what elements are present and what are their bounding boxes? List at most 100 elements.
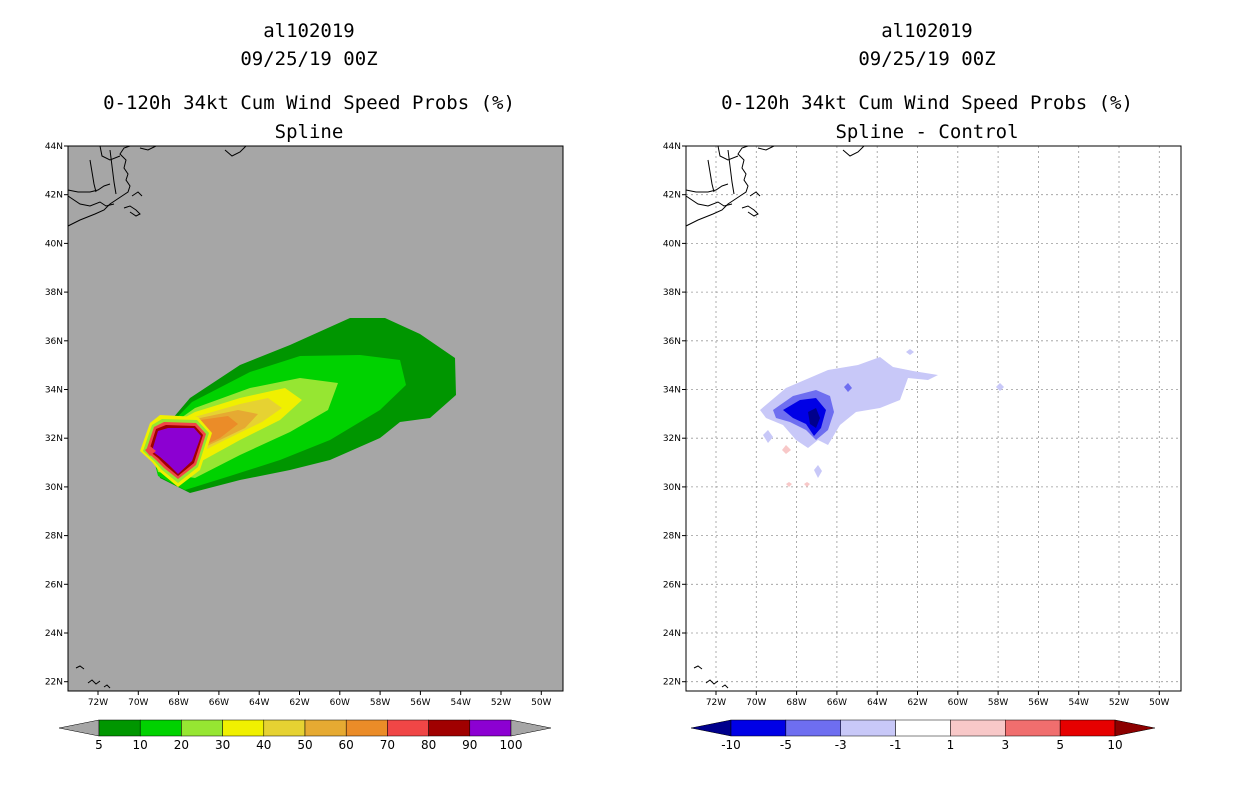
lon-tick-label: 58W — [370, 698, 390, 708]
lon-tick-label: 66W — [827, 698, 847, 708]
colorbar-swatch — [950, 719, 1006, 737]
left-panel: al102019 09/25/19 00Z 0-120h 34kt Cum Wi… — [45, 20, 564, 752]
lat-tick-label: 40N — [45, 239, 63, 249]
colorbar-swatch — [263, 719, 306, 737]
diff-patch-north — [906, 349, 914, 355]
colorbar-high-arrow — [510, 719, 552, 737]
lat-tick-label: 26N — [45, 580, 63, 590]
colorbar-label: -5 — [780, 738, 792, 752]
lat-tick-label: 22N — [663, 678, 681, 688]
lat-tick-label: 22N — [45, 678, 63, 688]
lat-tick-label: 24N — [663, 629, 681, 639]
left-variant-title: Spline — [274, 121, 344, 143]
colorbar-low-arrow — [690, 719, 732, 737]
lon-tick-label: 72W — [706, 698, 726, 708]
lat-tick-label: 42N — [45, 191, 63, 201]
coastline-segment — [103, 684, 111, 689]
right-map-frame — [685, 145, 1182, 692]
colorbar-swatch — [1005, 719, 1061, 737]
lat-tick-label: 24N — [45, 629, 63, 639]
diff-band-below-minus10 — [808, 408, 820, 428]
lon-tick-label: 70W — [128, 698, 148, 708]
lon-tick-label: 72W — [88, 698, 108, 708]
colorbar-label: -3 — [835, 738, 847, 752]
right-coastlines — [685, 145, 865, 689]
colorbar-swatch — [345, 719, 388, 737]
left-map-svg: 44N 42N 40N 38N 36N 34N 32N 30N 28N 26N 24N 22N 72W 7… — [45, 142, 564, 752]
lat-tick-label: 44N — [663, 142, 681, 152]
lat-tick-label: 34N — [45, 386, 63, 396]
right-gridlines — [686, 146, 1181, 691]
colorbar-label: 30 — [215, 738, 230, 752]
colorbar-label: 5 — [95, 738, 103, 752]
colorbar-swatch — [785, 719, 841, 737]
lat-tick-label: 32N — [663, 434, 681, 444]
lon-tick-label: 62W — [907, 698, 927, 708]
diff-patch-west — [763, 430, 773, 443]
colorbar-swatch — [730, 719, 787, 737]
coastline-segment — [727, 149, 735, 195]
colorbar-swatch — [181, 719, 223, 737]
colorbar-label: 20 — [174, 738, 189, 752]
lat-tick-label: 36N — [45, 337, 63, 347]
colorbar-label: 60 — [339, 738, 354, 752]
diff-patch-south — [814, 465, 822, 478]
coastline-segment — [707, 159, 715, 193]
right-difference-field — [760, 349, 1004, 487]
left-storm-id: al102019 — [263, 20, 355, 42]
coastline-segment — [67, 195, 115, 207]
lat-tick-label: 28N — [45, 532, 63, 542]
coastline-segment — [685, 145, 749, 227]
coastline-segment — [685, 195, 733, 207]
colorbar-label: 10 — [1107, 738, 1122, 752]
colorbar-label: 5 — [1056, 738, 1064, 752]
colorbar-swatch — [304, 719, 347, 737]
left-colorbar: 5 10 20 30 40 50 60 70 80 90 100 — [58, 719, 552, 752]
right-datetime: 09/25/19 00Z — [858, 48, 996, 70]
lat-tick-label: 40N — [663, 239, 681, 249]
left-product-title: 0-120h 34kt Cum Wind Speed Probs (%) — [103, 92, 515, 114]
left-probability-field — [140, 318, 456, 493]
lat-tick-label: 26N — [663, 580, 681, 590]
coastline-segment — [123, 205, 141, 217]
colorbar-swatch — [222, 719, 265, 737]
right-colorbar: -10 -5 -3 -1 1 3 5 10 — [690, 719, 1156, 752]
diff-positive-speck-2 — [804, 482, 810, 487]
lon-tick-label: 60W — [948, 698, 968, 708]
colorbar-label: 1 — [947, 738, 955, 752]
colorbar-swatch — [469, 719, 512, 737]
colorbar-low-arrow — [58, 719, 100, 737]
lon-tick-label: 50W — [531, 698, 551, 708]
coastline-segment — [717, 145, 739, 161]
coastline-segment — [139, 145, 157, 151]
lon-tick-label: 54W — [1069, 698, 1089, 708]
lon-tick-label: 70W — [746, 698, 766, 708]
lon-tick-label: 60W — [330, 698, 350, 708]
lat-tick-label: 44N — [45, 142, 63, 152]
lon-tick-label: 56W — [410, 698, 430, 708]
colorbar-label: 3 — [1001, 738, 1009, 752]
lon-tick-label: 52W — [1109, 698, 1129, 708]
colorbar-label: -10 — [721, 738, 741, 752]
prob-band-90-100 — [152, 428, 201, 474]
prob-small-red-patch — [145, 446, 156, 456]
lat-tick-label: 38N — [45, 288, 63, 298]
lon-tick-label: 54W — [451, 698, 471, 708]
coastline-segment — [685, 183, 729, 193]
coastline-segment — [109, 149, 117, 195]
lon-tick-label: 56W — [1028, 698, 1048, 708]
colorbar-label: 70 — [380, 738, 395, 752]
colorbar-label: 100 — [500, 738, 523, 752]
colorbar-label: 40 — [256, 738, 271, 752]
colorbar-swatch — [428, 719, 471, 737]
diff-patch-center — [844, 383, 852, 392]
colorbar-label: 90 — [462, 738, 477, 752]
coastline-segment — [89, 159, 97, 193]
lon-tick-label: 64W — [249, 698, 269, 708]
colorbar-swatch — [1059, 719, 1116, 737]
coastline-segment — [693, 665, 703, 670]
coastline-segment — [721, 684, 729, 689]
lat-tick-label: 32N — [45, 434, 63, 444]
coastline-segment — [75, 665, 85, 670]
right-map-background — [686, 146, 1181, 691]
